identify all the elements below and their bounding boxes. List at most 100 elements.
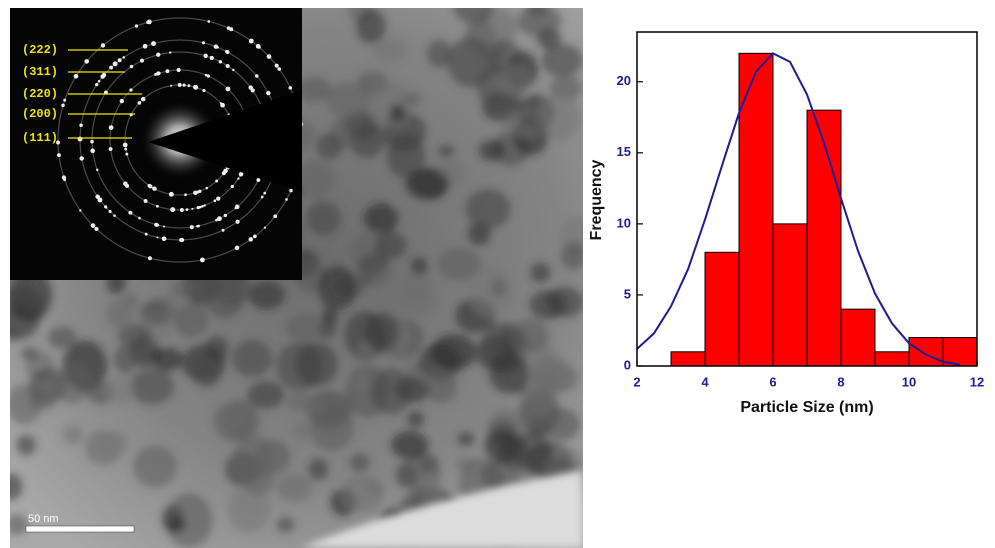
spot [226,64,230,68]
spot [125,153,128,156]
spot [61,104,64,107]
spot [197,206,200,209]
particle [170,280,192,299]
spot [178,83,182,87]
inset-label: (311) [22,65,58,79]
particle [425,369,457,403]
spot [225,50,228,53]
spot [145,233,148,236]
particle [276,517,294,533]
particle [367,82,414,128]
particle [316,133,342,159]
spot [156,53,160,57]
x-tick-label: 8 [837,374,844,389]
spot [79,156,84,161]
y-tick-label: 10 [617,215,631,230]
particle [530,263,550,283]
spot [289,189,292,192]
spot [84,59,89,64]
spot [90,140,94,144]
particle [531,355,571,397]
spot [123,143,128,148]
particle [5,514,28,535]
spot [63,99,66,102]
spot [121,100,124,103]
spot [259,47,261,49]
figure: (222)(311)(220)(200)(111) 50 nm 24681012… [0,0,995,548]
x-axis-label: Particle Size (nm) [740,399,873,416]
spot [109,66,113,70]
spot [157,71,161,75]
spot [94,227,98,231]
particle [438,145,454,157]
particle [530,290,566,319]
bar [841,309,875,366]
spot [214,199,217,202]
spot [177,68,181,72]
spot [256,178,260,182]
particle [561,242,586,270]
particle [147,297,176,325]
particle [321,308,337,327]
particle [350,454,370,472]
spot [98,80,101,83]
spot [200,257,205,262]
spot [187,84,190,87]
spot [249,39,254,44]
particle [205,336,229,361]
spot [226,87,231,92]
spot [231,185,234,188]
particle [457,432,474,446]
y-tick-label: 5 [624,286,631,301]
particle [232,340,273,377]
spot [219,60,222,63]
spot [222,229,225,232]
spot [148,256,152,260]
particle [468,265,514,317]
spot [140,59,144,63]
spot [138,217,141,220]
spot [273,214,277,218]
spot [122,56,125,59]
spot [156,205,159,208]
spot [285,198,288,201]
spot [113,214,116,217]
spot [109,147,113,151]
scale-bar [26,526,134,532]
spot [227,26,231,30]
particle [542,44,584,77]
spot [235,206,238,209]
particle [297,77,332,102]
spot [216,46,219,49]
particle [48,327,77,349]
particle [308,458,328,480]
x-tick-label: 12 [970,374,984,389]
inset-label: (200) [22,107,58,121]
particle [498,65,530,99]
particle [133,446,177,488]
spot [163,226,165,228]
particle [543,408,580,440]
inset-label: (222) [22,43,58,57]
spot [191,208,193,210]
spot [266,91,270,95]
particle [114,345,138,373]
bar [671,352,705,366]
spot [237,177,239,179]
spot [165,69,169,73]
particle [276,474,312,502]
spot [255,74,258,77]
spot [202,41,205,44]
spot [147,184,150,187]
spot [118,58,122,62]
spot [146,21,150,25]
particle [162,506,184,532]
particle [512,382,528,394]
inset-label: (220) [22,87,58,101]
spot [263,192,266,195]
spot [248,237,252,241]
spot [179,238,183,242]
spot [217,216,222,221]
particle [130,368,174,404]
spot [222,171,226,175]
